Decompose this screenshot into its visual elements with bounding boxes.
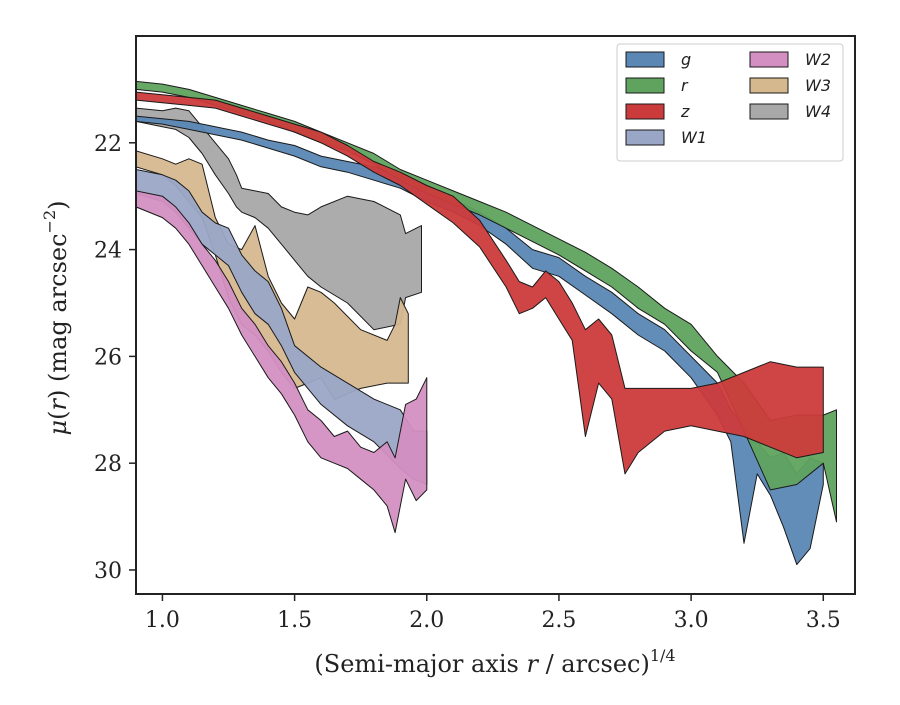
legend-swatch-w4 [749,103,789,120]
x-tick-label: 1.0 [145,608,180,633]
band-w2 [136,190,428,534]
band-w4 [136,107,422,331]
legend-frame [616,43,844,162]
legend-swatch-w1 [625,129,665,146]
y-axis-title: μ(r) (mag arcsec−2) [40,200,72,435]
x-axis: 1.0 1.5 2.0 2.5 3.0 3.5 [145,594,841,633]
band-z [136,91,824,475]
y-tick-label: 22 [94,132,122,157]
legend-swatch-g [625,51,665,68]
legend-swatch-z [625,103,665,120]
legend-label-g: g [681,50,691,69]
y-tick-label: 24 [94,239,122,264]
legend-label-w3: W3 [805,76,831,95]
x-tick-label: 3.5 [806,608,841,633]
x-tick-label: 1.5 [277,608,312,633]
legend-label-r: r [681,76,689,95]
legend-swatch-r [625,77,665,94]
bands-layer [136,80,837,566]
legend-swatch-w2 [749,51,789,68]
x-tick-label: 3.0 [674,608,709,633]
x-tick-label: 2.5 [541,608,576,633]
legend-label-w1: W1 [681,128,707,147]
legend-label-z: z [680,102,690,121]
x-axis-title: (Semi-major axis r / arcsec)1/4 [314,646,675,678]
plot-frame [135,35,856,595]
y-tick-label: 26 [94,345,122,370]
y-tick-label: 30 [94,559,122,584]
legend-swatch-w3 [749,77,789,94]
x-tick-label: 2.0 [409,608,444,633]
legend-label-w4: W4 [805,102,831,121]
y-tick-label: 28 [94,452,122,477]
legend: grz W1 W2 W3 W4 [616,43,844,162]
legend-label-w2: W2 [805,50,831,69]
y-axis: 22 24 26 28 30 [94,132,136,584]
